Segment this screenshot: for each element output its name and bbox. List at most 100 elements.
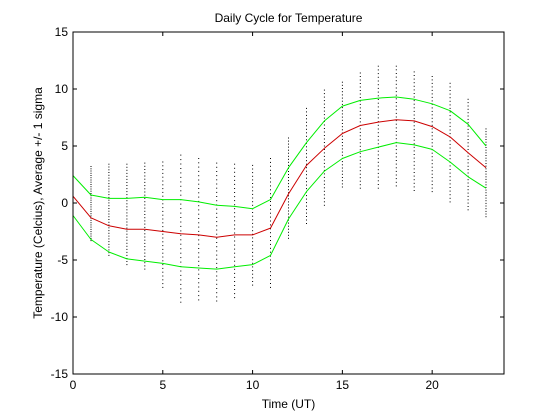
observation-dot: [306, 195, 307, 197]
chart-title: Daily Cycle for Temperature: [215, 11, 363, 25]
observation-dot: [252, 204, 254, 206]
observation-dot: [485, 165, 487, 167]
observation-dot: [144, 265, 146, 267]
observation-dot: [252, 215, 254, 217]
observation-dot: [323, 128, 325, 129]
observation-dot: [306, 139, 307, 141]
observation-dot: [126, 178, 128, 180]
observation-dot: [413, 164, 415, 166]
observation-dot: [306, 170, 307, 172]
observation-dot: [108, 219, 110, 220]
observation-dot: [108, 185, 110, 187]
observation-dot: [234, 232, 236, 234]
observation-dot: [467, 98, 469, 100]
observation-dot: [216, 271, 218, 273]
observation-dot: [126, 200, 128, 202]
observation-dot: [162, 267, 164, 269]
observation-dot: [413, 93, 415, 94]
observation-dot: [395, 127, 397, 129]
observation-dot: [180, 176, 182, 178]
observation-dot: [431, 173, 433, 175]
observation-dot: [306, 156, 307, 158]
observation-dot: [467, 118, 469, 120]
observation-dot: [413, 110, 415, 112]
observation-dot: [162, 226, 164, 228]
observation-dot: [377, 165, 379, 167]
observation-dot: [126, 206, 128, 208]
observation-dot: [341, 142, 343, 143]
observation-dot: [108, 254, 110, 256]
observation-dot: [144, 188, 146, 190]
observation-dot: [288, 201, 289, 203]
observation-dot: [162, 256, 164, 258]
observation-dot: [306, 153, 307, 155]
observation-dot: [252, 175, 254, 177]
observation-dot: [198, 205, 200, 207]
observation-dot: [90, 166, 92, 167]
observation-dot: [180, 252, 182, 254]
observation-dot: [234, 216, 236, 218]
x-axis-label: Time (UT): [262, 397, 316, 411]
observation-dot: [126, 230, 128, 232]
observation-dot: [359, 135, 361, 137]
observation-dot: [467, 142, 469, 144]
observation-dot: [252, 186, 254, 188]
observation-dot: [377, 158, 379, 160]
observation-dot: [252, 266, 254, 268]
observation-dot: [377, 172, 379, 174]
observation-dot: [359, 184, 361, 186]
observation-dot: [431, 100, 433, 102]
observation-dot: [252, 226, 254, 228]
observation-dot: [198, 243, 200, 245]
observation-dot: [270, 251, 271, 253]
observation-dot: [323, 135, 325, 136]
observation-dot: [144, 194, 146, 196]
observation-dot: [90, 204, 92, 206]
observation-dot: [413, 143, 415, 145]
observation-dot: [198, 273, 200, 275]
observation-dot: [198, 235, 200, 237]
observation-dot: [449, 100, 451, 102]
observation-dot: [162, 207, 164, 209]
observation-dot: [323, 93, 325, 95]
observation-dot: [449, 165, 451, 167]
observation-dot: [485, 210, 487, 212]
observation-dot: [216, 191, 218, 193]
observation-dot: [323, 103, 325, 105]
observation-dot: [467, 115, 469, 117]
observation-dot: [288, 137, 289, 139]
observation-dot: [252, 190, 254, 192]
observation-dot: [377, 132, 379, 134]
observation-dot: [341, 151, 343, 153]
observation-dot: [198, 252, 200, 254]
observation-dot: [288, 222, 289, 224]
observation-dot: [359, 72, 361, 74]
observation-dot: [198, 230, 200, 232]
observation-dot: [216, 196, 218, 197]
observation-dot: [126, 212, 128, 214]
observation-dot: [90, 224, 92, 226]
observation-dot: [306, 135, 307, 137]
observation-dot: [323, 194, 325, 196]
observation-dot: [467, 199, 469, 201]
observation-dot: [288, 213, 289, 215]
y-tick-label: -5: [57, 253, 68, 267]
observation-dot: [216, 237, 218, 239]
observation-dot: [162, 214, 164, 216]
observation-dot: [288, 228, 289, 230]
observation-dot: [144, 242, 146, 244]
observation-dot: [467, 172, 469, 174]
observation-dot: [180, 181, 182, 183]
observation-dot: [431, 86, 433, 88]
observation-dot: [144, 201, 146, 203]
observation-dot: [485, 141, 487, 143]
observation-dot: [413, 175, 415, 177]
observation-dot: [216, 221, 218, 223]
observation-dot: [449, 118, 451, 120]
observation-dot: [431, 156, 433, 158]
observation-dot: [341, 164, 343, 166]
observation-dot: [413, 78, 415, 80]
observation-dot: [413, 85, 415, 87]
observation-dot: [234, 163, 236, 165]
y-tick-label: -10: [51, 310, 69, 324]
